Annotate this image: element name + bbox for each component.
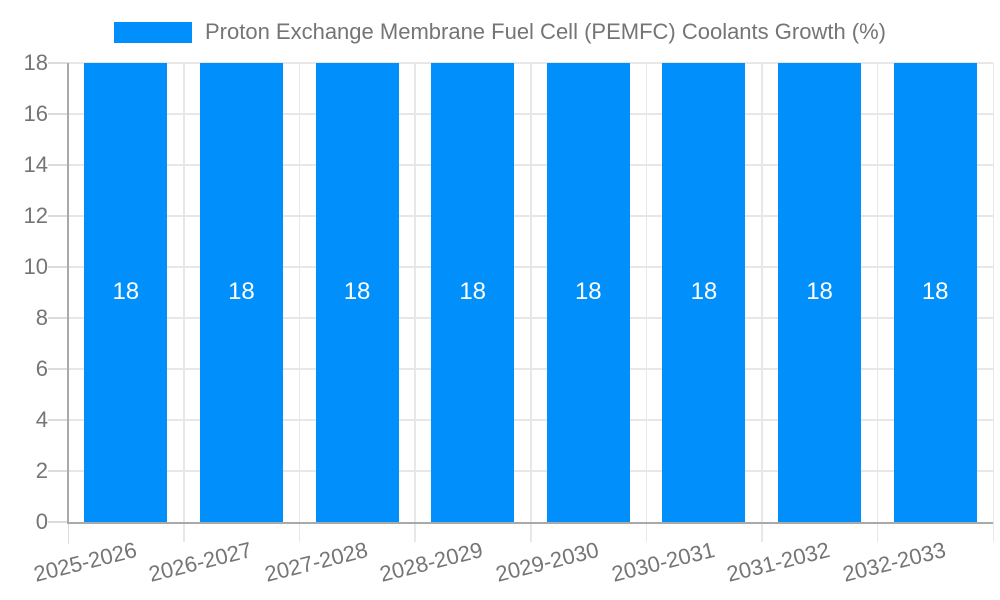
- y-tick-mark: [48, 470, 68, 472]
- y-tick-mark: [48, 164, 68, 166]
- x-gridline: [992, 63, 994, 542]
- bar-value-label: 18: [921, 277, 949, 305]
- y-axis-label: 6: [35, 356, 48, 381]
- x-axis-label: 2029-2030: [493, 537, 602, 587]
- y-axis-label: 8: [35, 305, 48, 330]
- bar[interactable]: [662, 63, 746, 522]
- bar-value-label: 18: [343, 277, 371, 305]
- y-axis-label: 16: [23, 101, 48, 126]
- y-axis-label: 18: [23, 50, 48, 75]
- bar[interactable]: [199, 63, 283, 522]
- x-gridline: [414, 63, 416, 542]
- bar-value-label: 18: [690, 277, 718, 305]
- bar[interactable]: [315, 63, 399, 522]
- x-tick-mark: [67, 524, 69, 544]
- y-axis-line: [67, 63, 69, 524]
- x-gridline: [530, 63, 532, 542]
- bar-value-label: 18: [806, 277, 833, 305]
- x-axis-label: 2027-2028: [261, 537, 371, 587]
- y-axis-label: 12: [23, 203, 48, 228]
- bar-value-label: 18: [112, 277, 140, 305]
- y-axis-label: 10: [23, 254, 48, 279]
- x-gridline: [761, 63, 763, 542]
- x-axis-label: 2032-2033: [840, 537, 949, 587]
- x-axis-line: [68, 522, 993, 524]
- y-tick-mark: [48, 266, 68, 268]
- x-axis-label: 2030-2031: [608, 537, 717, 587]
- bar[interactable]: [546, 63, 630, 522]
- y-tick-mark: [48, 317, 68, 319]
- legend-label: Proton Exchange Membrane Fuel Cell (PEMF…: [204, 19, 887, 44]
- y-tick-mark: [48, 368, 68, 370]
- x-gridline: [298, 63, 301, 542]
- y-tick-mark: [48, 521, 68, 523]
- bar-value-label: 18: [574, 277, 602, 305]
- legend-swatch-icon: [113, 21, 192, 43]
- bar[interactable]: [431, 63, 515, 522]
- bar[interactable]: [84, 63, 168, 522]
- y-tick-mark: [48, 62, 68, 64]
- x-axis-label: 2028-2029: [377, 537, 486, 587]
- bar[interactable]: [893, 63, 977, 522]
- y-tick-mark: [48, 215, 68, 217]
- bar-value-label: 18: [228, 277, 255, 305]
- y-axis-label: 4: [35, 407, 48, 432]
- y-tick-mark: [48, 419, 68, 421]
- bar[interactable]: [778, 63, 862, 522]
- y-axis-label: 2: [35, 458, 48, 483]
- x-gridline: [645, 63, 648, 542]
- legend[interactable]: Proton Exchange Membrane Fuel Cell (PEMF…: [0, 18, 1000, 46]
- y-tick-mark: [48, 113, 68, 115]
- x-axis-label: 2026-2027: [146, 537, 255, 587]
- bar-value-label: 18: [459, 277, 487, 305]
- x-gridline: [876, 63, 879, 542]
- y-axis-label: 14: [23, 152, 48, 177]
- x-gridline: [183, 63, 185, 542]
- x-axis-label: 2031-2032: [724, 537, 833, 587]
- x-axis-label: 2025-2026: [30, 537, 139, 587]
- y-gridline: [68, 62, 993, 64]
- y-axis-label: 0: [35, 509, 48, 534]
